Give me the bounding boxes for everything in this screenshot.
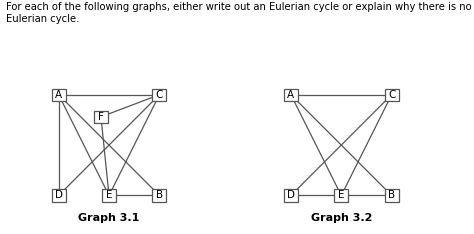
FancyBboxPatch shape: [334, 190, 348, 201]
FancyBboxPatch shape: [52, 190, 66, 201]
Text: Graph 3.1: Graph 3.1: [78, 213, 140, 223]
Text: A: A: [287, 90, 294, 100]
FancyBboxPatch shape: [152, 190, 166, 201]
FancyBboxPatch shape: [152, 89, 166, 101]
Text: B: B: [388, 190, 395, 201]
Text: Graph 3.2: Graph 3.2: [310, 213, 372, 223]
FancyBboxPatch shape: [284, 89, 298, 101]
Text: For each of the following graphs, either write out an Eulerian cycle or explain : For each of the following graphs, either…: [6, 2, 471, 24]
Text: C: C: [388, 90, 395, 100]
Text: D: D: [287, 190, 295, 201]
Text: C: C: [156, 90, 163, 100]
Text: B: B: [156, 190, 163, 201]
FancyBboxPatch shape: [102, 190, 116, 201]
Text: E: E: [338, 190, 345, 201]
Text: D: D: [55, 190, 63, 201]
Text: F: F: [98, 112, 104, 122]
Text: E: E: [106, 190, 112, 201]
FancyBboxPatch shape: [284, 190, 298, 201]
Text: A: A: [55, 90, 62, 100]
FancyBboxPatch shape: [384, 190, 399, 201]
FancyBboxPatch shape: [52, 89, 66, 101]
FancyBboxPatch shape: [384, 89, 399, 101]
FancyBboxPatch shape: [94, 111, 108, 123]
